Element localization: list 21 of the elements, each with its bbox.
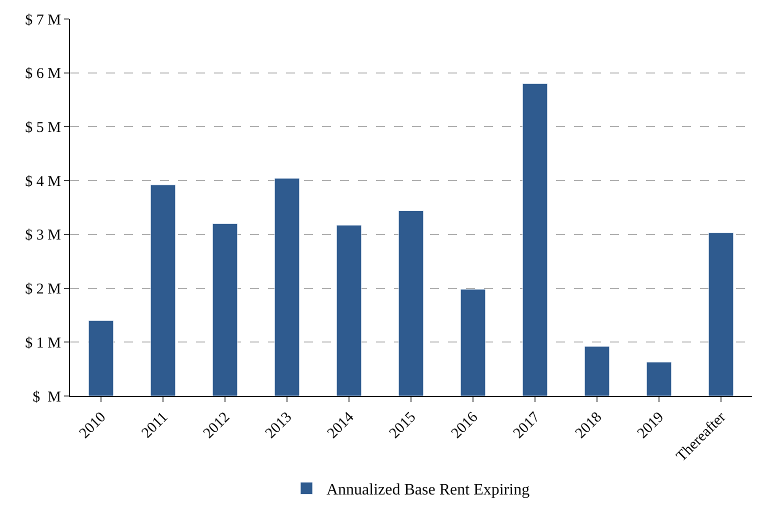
- y-tick-label: $ 1 M: [25, 335, 61, 352]
- y-tick-label: $ M: [32, 389, 61, 406]
- bar: [522, 83, 548, 396]
- bar: [398, 210, 424, 396]
- bar: [460, 289, 486, 396]
- bar: [274, 178, 300, 396]
- x-tick-label: 2011: [138, 409, 172, 442]
- y-tick-label: $ 6 M: [25, 66, 61, 82]
- bar: [708, 232, 734, 396]
- y-tick-label: $ 5 M: [25, 120, 61, 136]
- y-tick-label: $ 7 M: [25, 12, 61, 28]
- bar: [584, 346, 610, 396]
- y-tick-label: $ 2 M: [25, 282, 61, 298]
- y-tick-label: $ 4 M: [25, 174, 61, 190]
- bar: [212, 223, 238, 396]
- y-tick-label: $ 3 M: [25, 228, 61, 244]
- bar: [88, 320, 114, 396]
- bar: [336, 225, 362, 396]
- bar: [150, 184, 176, 396]
- legend-label: Annualized Base Rent Expiring: [326, 482, 530, 499]
- bar: [646, 362, 672, 396]
